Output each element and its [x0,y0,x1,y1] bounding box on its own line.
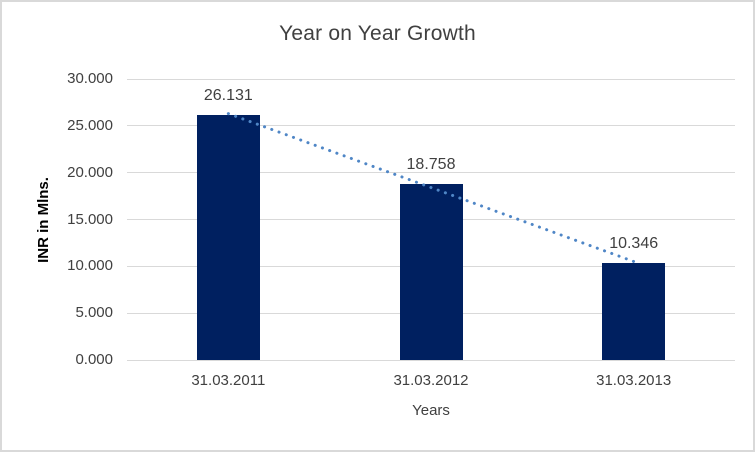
y-axis-tick-label: 20.000 [67,163,113,181]
data-label: 26.131 [203,87,253,105]
bar-31.03.2013 [602,263,666,360]
bar-31.03.2012 [399,184,463,360]
y-axis-tick-label: 10.000 [67,257,113,275]
bar-31.03.2011 [196,115,260,360]
x-axis-title: Years [412,402,450,419]
y-axis-tick-label: 15.000 [67,210,113,228]
y-axis-tick-label: 25.000 [67,116,113,134]
y-axis-tick-label: 0.000 [75,351,113,368]
gridline [127,78,735,80]
data-label: 18.758 [406,156,456,174]
x-axis-tick-label: 31.03.2012 [393,372,469,389]
data-label: 10.346 [609,235,659,253]
x-axis-tick-label: 31.03.2013 [596,372,672,389]
y-axis-tick-label: 30.000 [67,70,113,87]
chart-title: Year on Year Growth [279,22,476,45]
y-axis-tick-label: 5.000 [75,304,113,322]
gridline [127,359,735,361]
x-axis-tick-label: 31.03.2011 [191,372,266,389]
